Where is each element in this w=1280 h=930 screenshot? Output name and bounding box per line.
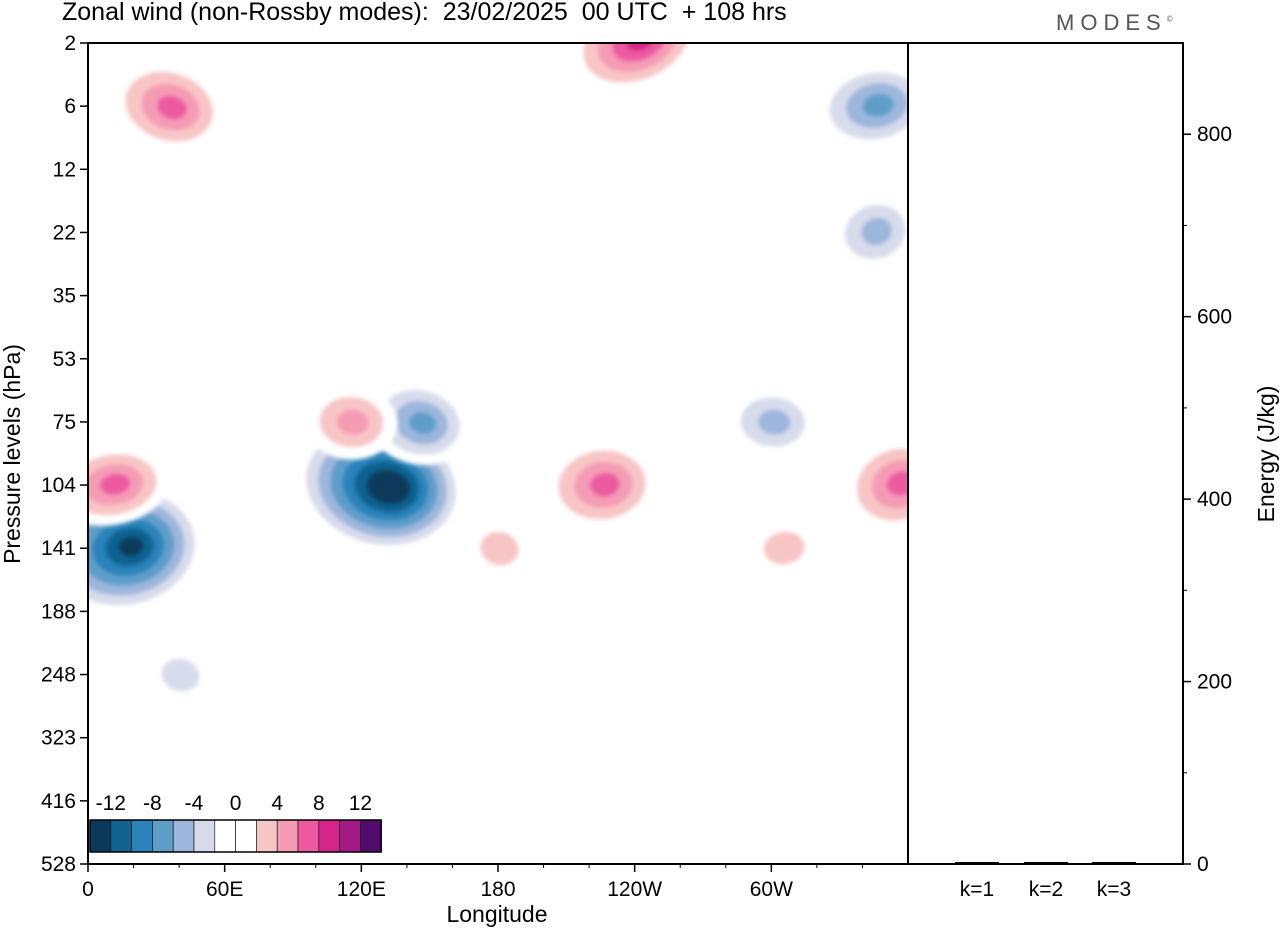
energy-category-label: k=1 bbox=[960, 878, 994, 901]
wind-contour bbox=[612, 43, 666, 62]
x-tick-label: 60W bbox=[750, 878, 793, 901]
wind-contour bbox=[119, 537, 143, 557]
energy-tick-label: 400 bbox=[1197, 488, 1232, 511]
wind-contour bbox=[758, 409, 791, 435]
wind-contour bbox=[409, 412, 436, 434]
wind-field bbox=[88, 43, 908, 765]
logo-text: MODES bbox=[1056, 10, 1167, 35]
x-tick-label: 60E bbox=[206, 878, 243, 901]
colorbar-swatch bbox=[110, 819, 132, 853]
chart-title: Zonal wind (non-Rossby modes): 23/02/202… bbox=[62, 0, 787, 26]
colorbar-swatch bbox=[297, 819, 320, 853]
colorbar-swatch bbox=[339, 819, 361, 853]
energy-category-label: k=2 bbox=[1029, 878, 1063, 901]
colorbar-swatch bbox=[131, 819, 153, 853]
x-axis-label: Longitude bbox=[446, 901, 547, 927]
colorbar-swatch bbox=[193, 819, 216, 853]
wind-contour bbox=[863, 94, 894, 117]
x-tick-label: 120E bbox=[337, 878, 386, 901]
y-tick-label: 248 bbox=[41, 664, 76, 687]
energy-axis: 0 200 400 600 800 bbox=[1183, 123, 1232, 876]
energy-bars: k=1 k=2 k=3 bbox=[955, 862, 1136, 901]
wind-contour bbox=[480, 531, 519, 566]
longitude-axis: 0 60E 120E 180 120W 60W bbox=[82, 864, 863, 901]
energy-panel-frame bbox=[907, 42, 1184, 865]
colorbar-label: 0 bbox=[230, 792, 242, 815]
y-axis-label: Pressure levels (hPa) bbox=[0, 344, 25, 564]
modes-logo: MODES© bbox=[1056, 10, 1173, 36]
wind-contour bbox=[763, 531, 805, 565]
wind-contour bbox=[627, 43, 654, 51]
y-tick-label: 12 bbox=[53, 158, 76, 181]
colorbar-swatch bbox=[172, 819, 195, 853]
y-tick-label: 22 bbox=[53, 221, 76, 244]
energy-tick-label: 800 bbox=[1197, 123, 1232, 146]
energy-category-label: k=3 bbox=[1097, 878, 1131, 901]
wind-contour bbox=[645, 710, 715, 765]
colorbar-label: -12 bbox=[96, 792, 126, 815]
colorbar-swatch bbox=[360, 819, 382, 853]
wind-contour bbox=[157, 95, 187, 120]
y-tick-label: 528 bbox=[41, 853, 76, 876]
wind-contour bbox=[100, 474, 130, 495]
colorbar-swatch bbox=[256, 819, 278, 853]
y-tick-label: 188 bbox=[41, 600, 76, 623]
wind-contour bbox=[590, 473, 620, 496]
colorbar-swatch bbox=[89, 819, 112, 853]
pressure-axis: 2 6 12 22 35 53 75 104 141 188 248 323 416 528 bbox=[41, 32, 88, 876]
colorbar-swatch bbox=[152, 819, 174, 853]
x-tick-label: 180 bbox=[480, 878, 515, 901]
colorbar-swatch bbox=[214, 819, 236, 853]
x-tick-label: 120W bbox=[607, 878, 662, 901]
colorbar-swatch bbox=[276, 819, 299, 853]
colorbar-frame bbox=[89, 819, 382, 853]
colorbar-label: 12 bbox=[349, 792, 372, 815]
y-tick-label: 53 bbox=[53, 348, 76, 371]
colorbar-swatch bbox=[235, 819, 257, 853]
colorbar-label: -4 bbox=[185, 792, 204, 815]
colorbar-swatch bbox=[318, 819, 340, 853]
y-tick-label: 141 bbox=[41, 537, 76, 560]
wind-contour bbox=[861, 218, 892, 245]
colorbar-label: 8 bbox=[313, 792, 325, 815]
y-tick-label: 104 bbox=[41, 474, 76, 497]
energy-tick-label: 0 bbox=[1197, 853, 1209, 876]
wind-contour bbox=[379, 478, 401, 496]
y-tick-label: 416 bbox=[41, 790, 76, 813]
colorbar-label: 4 bbox=[271, 792, 283, 815]
logo-copyright-mark: © bbox=[1166, 14, 1173, 24]
energy-axis-label: Energy (J/kg) bbox=[1253, 386, 1279, 523]
energy-bar bbox=[1092, 862, 1136, 864]
y-tick-label: 75 bbox=[53, 411, 76, 434]
y-tick-label: 2 bbox=[64, 32, 76, 55]
colorbar: -12 -8 -4 0 4 8 12 bbox=[89, 792, 382, 853]
wind-contour bbox=[337, 409, 369, 435]
y-tick-label: 35 bbox=[53, 285, 76, 308]
energy-bar bbox=[1024, 862, 1068, 864]
wind-contour bbox=[161, 658, 200, 692]
energy-tick-label: 600 bbox=[1197, 306, 1232, 329]
y-tick-label: 6 bbox=[64, 95, 76, 118]
energy-tick-label: 200 bbox=[1197, 671, 1232, 694]
colorbar-label: -8 bbox=[143, 792, 162, 815]
x-tick-label: 0 bbox=[82, 878, 94, 901]
y-tick-label: 323 bbox=[41, 727, 76, 750]
energy-bar bbox=[955, 862, 999, 864]
